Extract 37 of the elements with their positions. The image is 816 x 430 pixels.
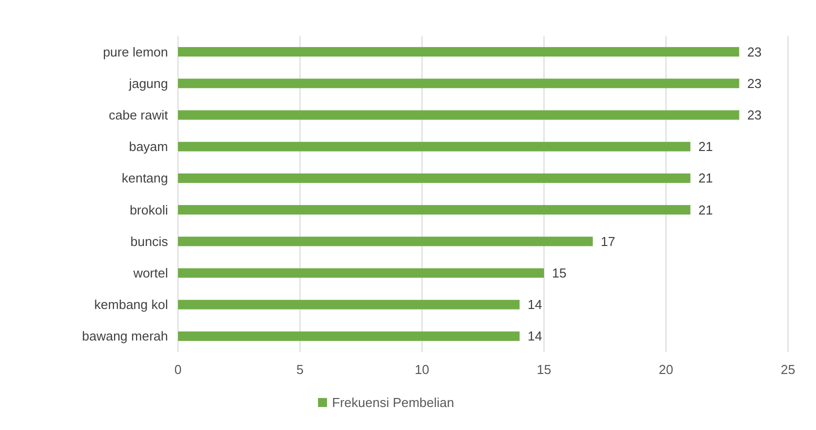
x-tick-label: 5	[296, 362, 304, 377]
bar	[178, 236, 593, 246]
data-label: 17	[600, 234, 616, 249]
x-tick-label: 15	[536, 362, 552, 377]
y-tick-label: bayam	[128, 139, 168, 154]
data-label: 21	[698, 170, 713, 186]
data-label: 21	[698, 139, 713, 154]
data-label: 23	[747, 76, 762, 91]
y-tick-label: buncis	[130, 234, 168, 249]
data-label: 21	[698, 202, 713, 218]
bar	[178, 78, 740, 88]
data-label: 14	[528, 328, 542, 344]
data-label: 23	[747, 44, 762, 60]
bar	[178, 300, 520, 310]
bar	[178, 110, 740, 120]
bar	[178, 205, 690, 215]
y-tick-label: jagung	[128, 76, 168, 91]
y-tick-label: wortel	[132, 266, 168, 280]
x-tick-label: 0	[174, 362, 182, 377]
y-tick-label: kentang	[122, 170, 168, 186]
data-label: 15	[552, 266, 566, 280]
bar	[178, 173, 690, 183]
x-tick-label: 10	[414, 362, 430, 377]
x-tick-label: 25	[780, 362, 796, 377]
bar	[178, 331, 520, 341]
y-tick-label: kembang kol	[94, 297, 168, 312]
x-tick-label: 20	[658, 362, 674, 377]
y-tick-label: cabe rawit	[108, 108, 168, 122]
y-tick-label: bawang merah	[82, 328, 168, 344]
bar	[178, 268, 544, 278]
y-tick-label: brokoli	[130, 202, 168, 218]
y-tick-label: pure lemon	[102, 44, 168, 60]
bar	[178, 47, 740, 57]
data-label: 23	[747, 108, 762, 122]
data-label: 14	[528, 297, 542, 312]
bar	[178, 142, 690, 152]
legend-label: Frekuensi Pembelian	[332, 395, 454, 410]
